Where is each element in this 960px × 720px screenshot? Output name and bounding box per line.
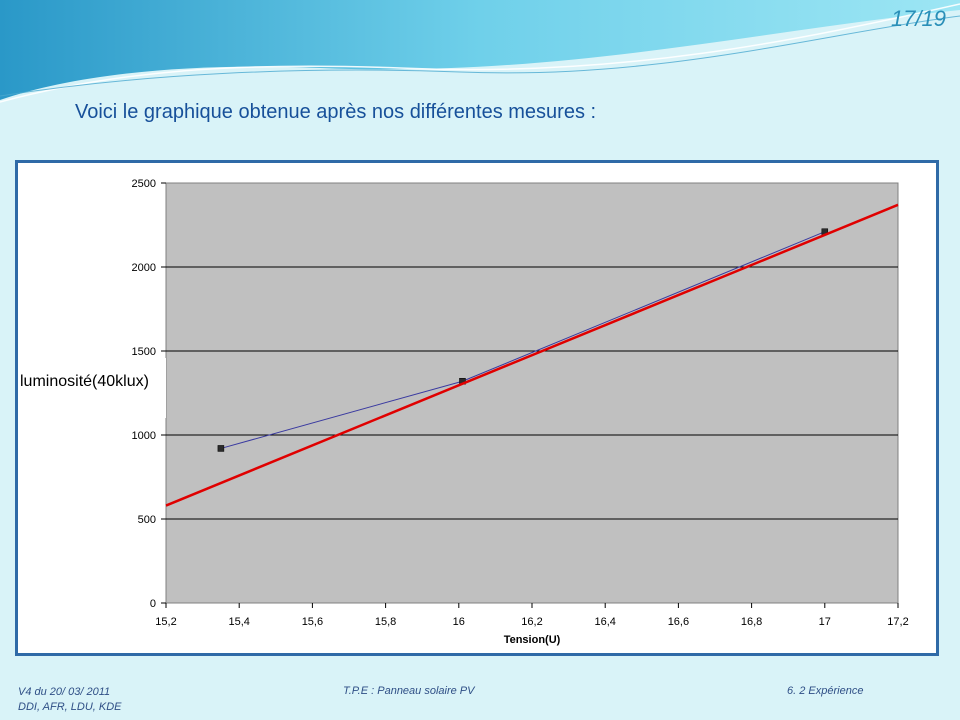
- x-tick-label: 15,6: [302, 616, 323, 628]
- x-tick-label: 16,4: [594, 616, 615, 628]
- x-axis-label: Tension(U): [504, 634, 561, 646]
- header-wave-decoration: [0, 0, 960, 103]
- plot-area: [165, 182, 899, 604]
- footer-section: 6. 2 Expérience: [787, 685, 864, 697]
- y-tick-label: 1500: [132, 346, 156, 358]
- footer-project-title: T.P.E : Panneau solaire PV: [343, 685, 475, 697]
- y-tick-label: 500: [138, 514, 156, 526]
- x-tick-label: 16,8: [741, 616, 762, 628]
- data-point: [217, 445, 225, 452]
- y-axis-label-background: [18, 358, 166, 418]
- footer-version: V4 du 20/ 03/ 2011 DDI, AFR, LDU, KDE: [18, 685, 122, 715]
- scatter-chart: 0 500 1000 1500 2000 2500 15,2 15,4 15,6 15,8 16 16…: [18, 178, 909, 646]
- chart-frame: 0 500 1000 1500 2000 2500 15,2 15,4 15,6 15,8 16 16…: [15, 160, 939, 656]
- x-tick-label: 15,8: [375, 616, 396, 628]
- y-tick-label: 2500: [132, 178, 156, 190]
- footer-authors: DDI, AFR, LDU, KDE: [18, 701, 122, 713]
- x-tick-label: 15,2: [155, 616, 176, 628]
- trend-line: [165, 203, 899, 507]
- y-tick-label: 1000: [132, 430, 156, 442]
- y-tick-label: 2000: [132, 262, 156, 274]
- x-tick-label: 15,4: [228, 616, 249, 628]
- x-tick-label: 16,6: [668, 616, 689, 628]
- x-tick-label: 17,2: [887, 616, 908, 628]
- x-tick-label: 16,2: [521, 616, 542, 628]
- x-tick-label: 17: [819, 616, 831, 628]
- slide-title: Voici le graphique obtenue après nos dif…: [75, 101, 597, 123]
- page-number: 17/19: [890, 6, 946, 31]
- y-axis-label: luminosité(40klux): [20, 373, 149, 390]
- footer-version-line: V4 du 20/ 03/ 2011: [18, 686, 111, 698]
- x-tick-label: 16: [453, 616, 465, 628]
- y-tick-label: 0: [150, 598, 156, 610]
